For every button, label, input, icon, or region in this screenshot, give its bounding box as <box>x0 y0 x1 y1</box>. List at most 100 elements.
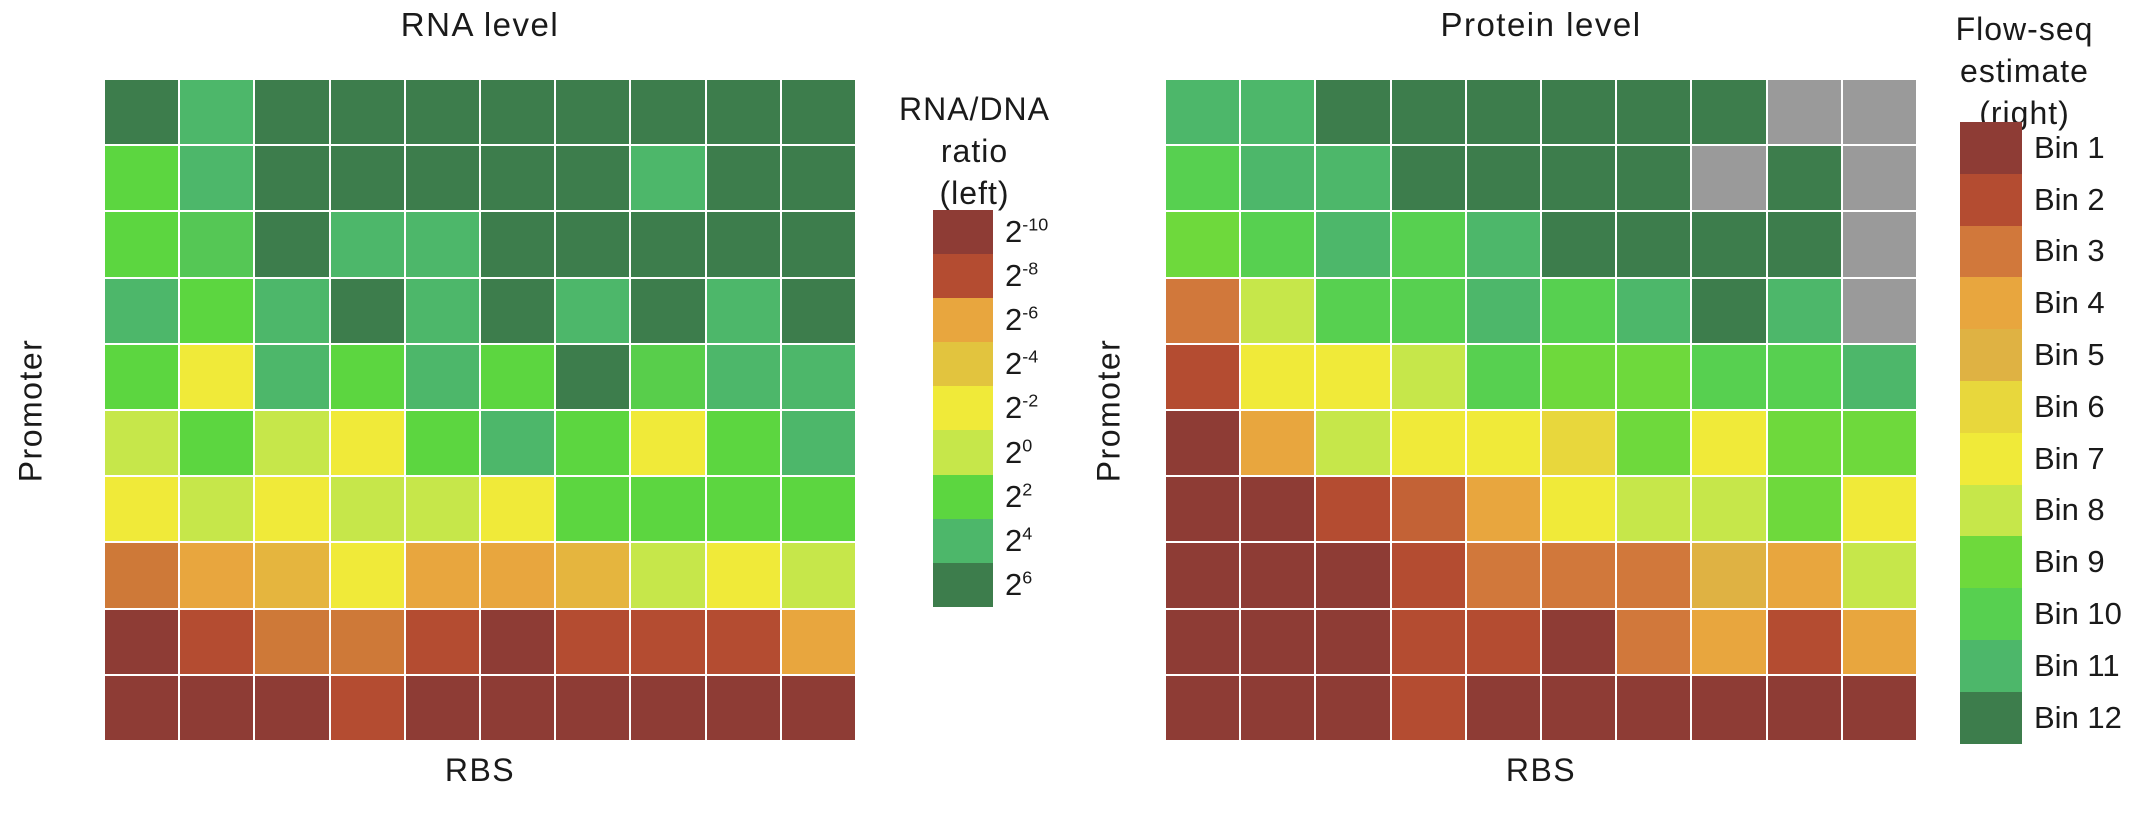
protein-y-axis-label: Promoter <box>1078 80 1140 740</box>
heatmap-cell <box>480 146 555 211</box>
rna-x-axis-label: RBS <box>444 752 516 788</box>
heatmap-cell <box>631 543 705 608</box>
heatmap-cell <box>480 675 555 740</box>
heatmap-cell <box>1541 212 1616 277</box>
legend-tick-label: 2-6 <box>1005 302 1039 338</box>
legend-entry: Bin 8 <box>1960 484 2122 537</box>
heatmap-cell <box>631 477 705 542</box>
legend-swatch <box>933 518 993 563</box>
heatmap-cell <box>1541 477 1616 542</box>
legend-tick-label: 24 <box>1005 522 1033 558</box>
heatmap-cell <box>105 278 179 343</box>
heatmap-cell <box>180 477 254 542</box>
heatmap-cell <box>480 543 555 608</box>
rna-y-axis-label-text: Promoter <box>12 338 49 482</box>
heatmap-cell <box>180 344 254 409</box>
legend-swatch <box>1960 122 2022 174</box>
legend-tick-label: 22 <box>1005 478 1033 514</box>
heatmap-cell <box>330 410 404 476</box>
heatmap-cell <box>1692 609 1766 674</box>
legend-swatch <box>1960 329 2022 381</box>
rna-dna-legend-title-line1: RNA/DNA <box>898 91 1050 127</box>
heatmap-cell <box>1692 212 1766 277</box>
heatmap-cell <box>405 80 479 145</box>
legend-entry: 24 <box>933 518 1048 563</box>
heatmap-cell <box>1692 80 1766 145</box>
heatmap-cell <box>556 212 630 277</box>
heatmap-cell <box>1617 609 1691 674</box>
heatmap-cell <box>255 146 329 211</box>
heatmap-cell <box>781 410 855 476</box>
heatmap-cell <box>255 543 329 608</box>
heatmap-cell <box>1391 278 1465 343</box>
legend-tick-label: 2-4 <box>1005 346 1039 382</box>
heatmap-cell <box>556 278 630 343</box>
heatmap-cell <box>1541 609 1616 674</box>
heatmap-cell <box>255 344 329 409</box>
heatmap-cell <box>1842 410 1916 476</box>
heatmap-cell <box>781 675 855 740</box>
heatmap-cell <box>330 477 404 542</box>
heatmap-cell <box>180 80 254 145</box>
heatmap-cell <box>1391 410 1465 476</box>
legend-tick-label: 2-10 <box>1005 214 1049 250</box>
heatmap-cell <box>1617 675 1691 740</box>
heatmap-cell <box>1316 410 1390 476</box>
heatmap-cell <box>1541 410 1616 476</box>
legend-entry: Bin 9 <box>1960 536 2122 589</box>
legend-entry: 2-6 <box>933 298 1048 343</box>
heatmap-cell <box>1842 675 1916 740</box>
heatmap-cell <box>631 80 705 145</box>
rna-heatmap <box>105 80 855 740</box>
heatmap-cell <box>330 146 404 211</box>
heatmap-cell <box>706 344 780 409</box>
heatmap-cell <box>1466 212 1540 277</box>
rna-y-axis-label: Promoter <box>0 80 62 740</box>
heatmap-cell <box>480 212 555 277</box>
heatmap-cell <box>1316 609 1390 674</box>
heatmap-cell <box>1241 477 1315 542</box>
heatmap-cell <box>1617 212 1691 277</box>
heatmap-cell <box>556 80 630 145</box>
heatmap-cell <box>1166 344 1240 409</box>
heatmap-cell <box>781 543 855 608</box>
heatmap-cell <box>631 675 705 740</box>
heatmap-cell <box>1767 410 1841 476</box>
legend-entry: Bin 10 <box>1960 588 2122 640</box>
legend-entry: 22 <box>933 474 1048 519</box>
legend-entry: 2-10 <box>933 210 1049 255</box>
heatmap-cell <box>1391 146 1465 211</box>
heatmap-cell <box>105 410 179 476</box>
heatmap-cell <box>1767 543 1841 608</box>
heatmap-cell <box>706 146 780 211</box>
heatmap-cell <box>180 146 254 211</box>
heatmap-cell <box>1692 410 1766 476</box>
legend-swatch <box>933 386 993 431</box>
heatmap-cell <box>405 609 479 674</box>
heatmap-cell <box>1541 344 1616 409</box>
heatmap-cell <box>405 344 479 409</box>
legend-tick-label: Bin 12 <box>2034 699 2122 735</box>
heatmap-cell <box>180 410 254 476</box>
heatmap-cell <box>1466 477 1540 542</box>
rna-dna-legend: 2-10 2-8 2-6 2-4 2-2 20 22 24 26 <box>933 210 1048 607</box>
heatmap-cell <box>1767 477 1841 542</box>
legend-tick-label: Bin 7 <box>2034 440 2105 476</box>
heatmap-cell <box>706 477 780 542</box>
heatmap-cell <box>330 675 404 740</box>
legend-tick-label: Bin 9 <box>2034 544 2105 580</box>
heatmap-cell <box>781 146 855 211</box>
heatmap-cell <box>480 278 555 343</box>
heatmap-cell <box>105 212 179 277</box>
heatmap-cell <box>255 278 329 343</box>
heatmap-cell <box>1767 212 1841 277</box>
heatmap-cell <box>480 477 555 542</box>
heatmap-cell <box>255 609 329 674</box>
heatmap-cell <box>631 410 705 476</box>
legend-entry: Bin 4 <box>1960 277 2122 330</box>
heatmap-cell <box>105 344 179 409</box>
protein-x-axis-label: RBS <box>1505 752 1577 788</box>
heatmap-cell <box>556 477 630 542</box>
heatmap-cell <box>706 80 780 145</box>
heatmap-cell <box>1166 410 1240 476</box>
